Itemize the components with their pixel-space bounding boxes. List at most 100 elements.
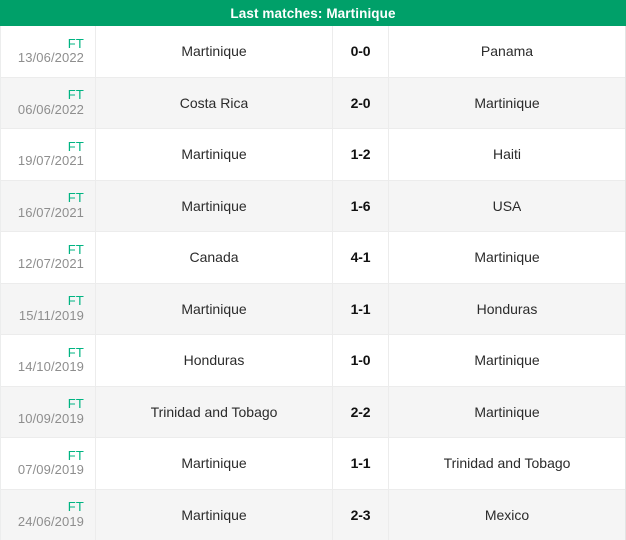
match-row[interactable]: FT 12/07/2021 Canada 4-1 Martinique	[1, 232, 625, 284]
match-row[interactable]: FT 07/09/2019 Martinique 1-1 Trinidad and To…	[1, 438, 625, 490]
match-status-label: FT	[67, 241, 84, 257]
match-date: 07/09/2019	[17, 462, 84, 478]
match-status-cell: FT 06/06/2022	[1, 77, 96, 128]
away-team-name: Trinidad and Tobago	[443, 455, 571, 472]
home-team-cell[interactable]: Martinique	[96, 180, 333, 231]
match-status-cell: FT 14/10/2019	[1, 335, 96, 386]
away-team-cell[interactable]: Martinique	[389, 387, 625, 438]
match-score: 1-2	[350, 146, 371, 163]
match-date: 16/07/2021	[17, 204, 84, 220]
match-score: 1-6	[350, 197, 371, 214]
home-team-name: Honduras	[183, 352, 245, 369]
home-team-name: Martinique	[181, 43, 247, 60]
match-date: 13/06/2022	[17, 50, 84, 66]
home-team-cell[interactable]: Canada	[96, 232, 333, 283]
away-team-cell[interactable]: Martinique	[389, 78, 625, 129]
score-cell[interactable]: 4-1	[333, 232, 389, 283]
match-score: 4-1	[350, 249, 371, 266]
match-date: 06/06/2022	[17, 101, 84, 117]
score-cell[interactable]: 0-0	[333, 26, 389, 77]
away-team-cell[interactable]: Mexico	[389, 490, 625, 540]
home-team-cell[interactable]: Honduras	[96, 335, 333, 386]
match-status-cell: FT 24/06/2019	[1, 489, 96, 540]
match-score: 0-0	[350, 43, 371, 60]
match-row[interactable]: FT 15/11/2019 Martinique 1-1 Honduras	[1, 283, 625, 335]
home-team-name: Martinique	[181, 197, 247, 214]
home-team-cell[interactable]: Trinidad and Tobago	[96, 386, 333, 437]
score-cell[interactable]: 2-2	[333, 386, 389, 437]
match-status-cell: FT 16/07/2021	[1, 180, 96, 231]
widget-title: Last matches: Martinique	[230, 5, 396, 21]
home-team-cell[interactable]: Martinique	[96, 438, 333, 489]
home-team-name: Martinique	[181, 506, 247, 523]
widget-header: Last matches: Martinique	[0, 0, 626, 26]
away-team-name: Honduras	[476, 300, 538, 317]
match-date: 12/07/2021	[17, 256, 84, 272]
match-row[interactable]: FT 10/09/2019 Trinidad and Tobago 2-2 Martin…	[1, 386, 625, 438]
home-team-cell[interactable]: Martinique	[96, 489, 333, 540]
match-status-cell: FT 15/11/2019	[1, 283, 96, 334]
away-team-cell[interactable]: Trinidad and Tobago	[389, 438, 625, 489]
away-team-cell[interactable]: USA	[389, 181, 625, 232]
match-row[interactable]: FT 19/07/2021 Martinique 1-2 Haiti	[1, 129, 625, 181]
home-team-name: Martinique	[181, 455, 247, 472]
home-team-name: Martinique	[181, 146, 247, 163]
match-status-label: FT	[67, 190, 84, 206]
match-score: 1-1	[350, 300, 371, 317]
match-row[interactable]: FT 24/06/2019 Martinique 2-3 Mexico	[1, 489, 625, 540]
away-team-cell[interactable]: Martinique	[389, 335, 625, 386]
match-status-cell: FT 19/07/2021	[1, 129, 96, 180]
match-status-label: FT	[67, 87, 84, 103]
away-team-name: USA	[492, 197, 522, 214]
match-row[interactable]: FT 16/07/2021 Martinique 1-6 USA	[1, 180, 625, 232]
home-team-cell[interactable]: Martinique	[96, 26, 333, 77]
away-team-name: Martinique	[474, 249, 540, 266]
match-status-cell: FT 10/09/2019	[1, 386, 96, 437]
match-date: 14/10/2019	[17, 359, 84, 375]
match-status-label: FT	[67, 499, 84, 515]
home-team-name: Costa Rica	[179, 94, 249, 111]
match-score: 2-3	[350, 506, 371, 523]
match-date: 24/06/2019	[17, 513, 84, 529]
match-row[interactable]: FT 14/10/2019 Honduras 1-0 Martinique	[1, 335, 625, 387]
score-cell[interactable]: 1-0	[333, 335, 389, 386]
match-date: 15/11/2019	[18, 307, 84, 323]
match-status-label: FT	[67, 344, 84, 360]
away-team-name: Mexico	[484, 506, 530, 523]
away-team-name: Martinique	[474, 94, 540, 111]
away-team-cell[interactable]: Haiti	[389, 129, 625, 180]
home-team-cell[interactable]: Costa Rica	[96, 77, 333, 128]
score-cell[interactable]: 1-1	[333, 438, 389, 489]
away-team-cell[interactable]: Martinique	[389, 232, 625, 283]
score-cell[interactable]: 1-1	[333, 283, 389, 334]
home-team-name: Canada	[189, 249, 239, 266]
home-team-name: Trinidad and Tobago	[150, 403, 278, 420]
away-team-cell[interactable]: Honduras	[389, 284, 625, 335]
match-score: 2-2	[350, 403, 371, 420]
score-cell[interactable]: 2-3	[333, 489, 389, 540]
away-team-cell[interactable]: Panama	[389, 26, 625, 77]
match-status-label: FT	[67, 396, 84, 412]
home-team-name: Martinique	[181, 300, 247, 317]
score-cell[interactable]: 1-2	[333, 129, 389, 180]
match-status-label: FT	[67, 293, 84, 309]
match-status-label: FT	[67, 138, 84, 154]
matches-table: FT 13/06/2022 Martinique 0-0 Panama FT 06/06/2…	[0, 26, 626, 540]
match-status-cell: FT 13/06/2022	[1, 26, 96, 77]
home-team-cell[interactable]: Martinique	[96, 129, 333, 180]
away-team-name: Panama	[480, 43, 534, 60]
match-row[interactable]: FT 06/06/2022 Costa Rica 2-0 Martinique	[1, 77, 625, 129]
match-status-label: FT	[67, 35, 84, 51]
home-team-cell[interactable]: Martinique	[96, 283, 333, 334]
score-cell[interactable]: 2-0	[333, 77, 389, 128]
match-date: 19/07/2021	[17, 153, 84, 169]
match-score: 2-0	[350, 94, 371, 111]
match-row[interactable]: FT 13/06/2022 Martinique 0-0 Panama	[1, 26, 625, 78]
match-date: 10/09/2019	[17, 410, 84, 426]
away-team-name: Martinique	[474, 352, 540, 369]
away-team-name: Martinique	[474, 403, 540, 420]
score-cell[interactable]: 1-6	[333, 180, 389, 231]
match-status-cell: FT 12/07/2021	[1, 232, 96, 283]
match-score: 1-1	[350, 455, 371, 472]
